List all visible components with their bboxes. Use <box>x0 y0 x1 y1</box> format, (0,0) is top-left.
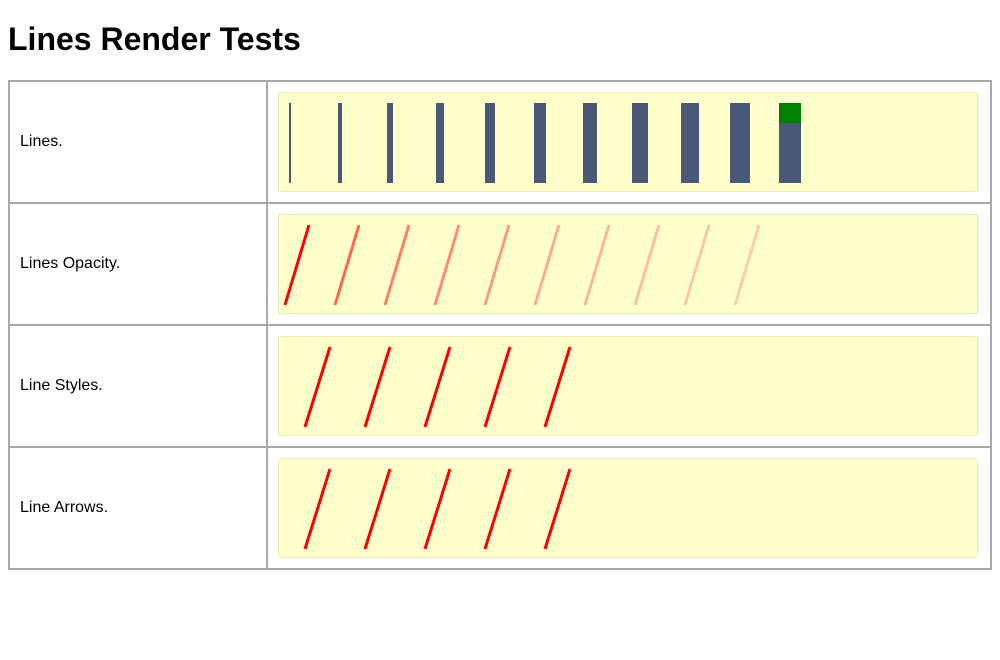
style-line-1 <box>303 346 332 428</box>
vertical-line-9 <box>681 103 699 183</box>
vertical-line-6 <box>534 103 546 183</box>
opacity-line-8 <box>633 224 661 306</box>
test-row-line-styles: Line Styles. <box>8 324 992 448</box>
vertical-line-7 <box>583 103 597 183</box>
lines-opacity-svg <box>283 224 761 306</box>
green-marker <box>779 103 801 123</box>
canvas-cell-line-styles <box>266 324 992 448</box>
style-line-5 <box>543 346 572 428</box>
row-label-line-styles: Line Styles. <box>8 324 268 448</box>
canvas-cell-lines <box>266 80 992 204</box>
line-arrows-svg <box>303 468 572 550</box>
opacity-line-9 <box>683 224 711 306</box>
opacity-line-10 <box>733 224 761 306</box>
vertical-line-10 <box>730 103 750 183</box>
test-row-line-arrows: Line Arrows. <box>8 446 992 570</box>
opacity-line-3 <box>383 224 411 306</box>
vertical-line-4 <box>436 103 444 183</box>
arrow-line-1 <box>303 468 332 550</box>
arrow-line-5 <box>543 468 572 550</box>
opacity-line-5 <box>483 224 511 306</box>
opacity-line-4 <box>433 224 461 306</box>
canvas-cell-lines-opacity <box>266 202 992 326</box>
page-title: Lines Render Tests <box>8 21 301 57</box>
arrow-line-4 <box>483 468 512 550</box>
lines-widths-svg <box>289 103 801 183</box>
canvas-line-arrows <box>278 458 978 558</box>
opacity-line-1 <box>283 224 311 306</box>
vertical-line-8 <box>632 103 648 183</box>
canvas-cell-line-arrows <box>266 446 992 570</box>
tests-table: Lines. Lines Opacity. Line Styles. Line … <box>8 80 992 570</box>
canvas-lines <box>278 92 978 192</box>
arrow-line-3 <box>423 468 452 550</box>
opacity-line-6 <box>533 224 561 306</box>
row-label-lines-opacity: Lines Opacity. <box>8 202 268 326</box>
style-line-3 <box>423 346 452 428</box>
vertical-line-2 <box>338 103 342 183</box>
arrow-line-2 <box>363 468 392 550</box>
vertical-line-5 <box>485 103 495 183</box>
style-line-2 <box>363 346 392 428</box>
vertical-line-3 <box>387 103 393 183</box>
opacity-line-2 <box>333 224 361 306</box>
row-label-lines: Lines. <box>8 80 268 204</box>
vertical-line-1 <box>289 103 291 183</box>
canvas-line-styles <box>278 336 978 436</box>
style-line-4 <box>483 346 512 428</box>
canvas-lines-opacity <box>278 214 978 314</box>
test-row-lines-opacity: Lines Opacity. <box>8 202 992 326</box>
test-row-lines: Lines. <box>8 80 992 204</box>
row-label-line-arrows: Line Arrows. <box>8 446 268 570</box>
line-styles-svg <box>303 346 572 428</box>
opacity-line-7 <box>583 224 611 306</box>
